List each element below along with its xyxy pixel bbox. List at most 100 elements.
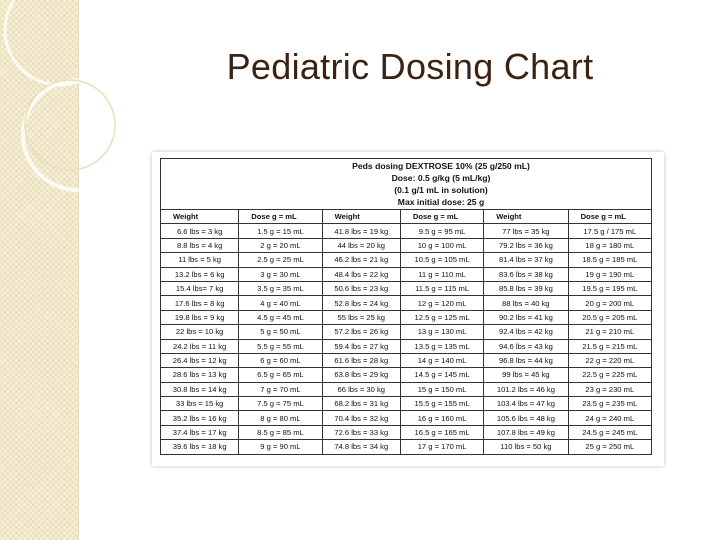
row: 17.6 lbs = 8 kg 4 g = 40 mL 52.8 lbs = 24 … — [159, 295, 653, 311]
cell: 96.8 lbs = 44 kg — [483, 352, 569, 369]
cell: 94.6 lbs = 43 kg — [483, 338, 569, 354]
cell: 44 lbs = 20 kg — [321, 237, 401, 254]
scanned-table: Peds dosing DEXTROSE 10% (25 g/250 mL) Do… — [152, 152, 664, 466]
row: 37.4 lbs = 17 kg 8.5 g = 85 mL 72.6 lbs = … — [159, 424, 653, 441]
cell: 35.2 lbs = 16 kg — [159, 410, 240, 426]
cell: 8.8 lbs = 4 kg — [159, 237, 240, 254]
row: 39.6 lbs = 18 kg 9 g = 90 mL 74.8 lbs = 34… — [159, 439, 653, 455]
cell: 16 g = 160 mL — [399, 410, 485, 426]
cell: 7.5 g = 75 mL — [238, 396, 323, 412]
cell: 23 g = 230 mL — [567, 381, 653, 398]
cell: 15 g = 150 mL — [399, 381, 485, 398]
cell: 19.5 g = 195 mL — [567, 280, 653, 297]
row: 30.8 lbs = 14 kg 7 g = 70 mL 66 lbs = 30 k… — [159, 381, 653, 398]
cell: 50.6 lbs = 23 kg — [321, 280, 401, 297]
cell: 26.4 lbs = 12 kg — [159, 352, 240, 369]
cell: 21.5 g = 215 mL — [567, 338, 653, 354]
cell: 25 g = 250 mL — [567, 439, 653, 455]
cell: 13 g = 130 mL — [399, 324, 485, 340]
row: 35.2 lbs = 16 kg 8 g = 80 mL 70.4 lbs = 32… — [159, 410, 653, 426]
cell: 24 g = 240 mL — [567, 410, 653, 426]
cell: 57.2 lbs = 26 kg — [321, 324, 401, 340]
cell: 55 lbs = 25 kg — [321, 309, 401, 326]
row: 6.6 lbs = 3 kg 1.5 g = 15 mL 41.8 lbs = 19… — [159, 223, 653, 239]
cell: 21 g = 210 mL — [567, 324, 653, 340]
caption-line: Dose: 0.5 g/kg (5 mL/kg) — [391, 173, 491, 183]
header-cell: Dose g = mL — [399, 208, 485, 225]
cell: 30.8 lbs = 14 kg — [159, 381, 240, 398]
row: 11 lbs = 5 kg 2.5 g = 25 mL 46.2 lbs = 21 … — [159, 252, 653, 268]
cell: 2.5 g = 25 mL — [238, 252, 323, 268]
cell: 4 g = 40 mL — [238, 295, 323, 311]
row: 24.2 lbs = 11 kg 5.5 g = 55 mL 59.4 lbs = … — [159, 338, 653, 354]
cell: 6 g = 60 mL — [238, 352, 323, 369]
cell: 11 lbs = 5 kg — [159, 252, 240, 268]
cell: 13.2 lbs = 6 kg — [159, 266, 240, 282]
cell: 20 g = 200 mL — [567, 295, 653, 311]
slide-title: Pediatric Dosing Chart — [226, 46, 594, 87]
cell: 46.2 lbs = 21 kg — [321, 252, 401, 268]
cell: 77 lbs = 35 kg — [483, 223, 569, 239]
header-cell: Dose g = mL — [238, 208, 323, 225]
cell: 12 g = 120 mL — [399, 295, 485, 311]
row: 26.4 lbs = 12 kg 6 g = 60 mL 61.6 lbs = 28… — [159, 352, 653, 369]
cell: 8 g = 80 mL — [238, 410, 323, 426]
caption-line: (0.1 g/1 mL in solution) — [394, 185, 488, 195]
cell: 20.5 g = 205 mL — [567, 309, 653, 326]
cell: 18 g = 180 mL — [567, 237, 653, 254]
cell: 72.6 lbs = 33 kg — [321, 424, 401, 441]
caption: Peds dosing DEXTROSE 10% (25 g/250 mL) Do… — [160, 158, 652, 210]
cell: 61.6 lbs = 28 kg — [321, 352, 401, 369]
cell: 23.5 g = 235 mL — [567, 396, 653, 412]
cell: 22 g = 220 mL — [567, 352, 653, 369]
header-cell: Dose g = mL — [567, 208, 653, 225]
cell: 17 g = 170 mL — [399, 439, 485, 455]
cell: 10 g = 100 mL — [399, 237, 485, 254]
header-cell: Weight — [483, 208, 569, 225]
cell: 88 lbs = 40 kg — [483, 295, 569, 311]
cell: 33 lbs = 15 kg — [159, 396, 240, 412]
caption-line: Max initial dose: 25 g — [397, 197, 485, 207]
cell: 4.5 g = 45 mL — [238, 309, 323, 326]
cell: 1.5 g = 15 mL — [238, 223, 323, 239]
cell: 70.4 lbs = 32 kg — [321, 410, 401, 426]
row: 8.8 lbs = 4 kg 2 g = 20 mL 44 lbs = 20 kg 1… — [159, 237, 653, 254]
cell: 19.8 lbs = 9 kg — [159, 309, 240, 326]
cell: 48.4 lbs = 22 kg — [321, 266, 401, 282]
cell: 24.2 lbs = 11 kg — [159, 338, 240, 354]
cell: 6.5 g = 65 mL — [238, 367, 323, 383]
cell: 17.5 g / 175 mL — [567, 223, 653, 239]
cell: 10.5 g = 105 mL — [399, 252, 485, 268]
cell: 83.6 lbs = 38 kg — [483, 266, 569, 282]
row: 22 lbs = 10 kg 5 g = 50 mL 57.2 lbs = 26 k… — [159, 324, 653, 340]
cell: 28.6 lbs = 13 kg — [159, 367, 240, 383]
cell: 79.2 lbs = 36 kg — [483, 237, 569, 254]
cell: 85.8 lbs = 39 kg — [483, 280, 569, 297]
cell: 107.8 lbs = 49 kg — [483, 424, 569, 441]
row: 33 lbs = 15 kg 7.5 g = 75 mL 68.2 lbs = 31… — [159, 396, 653, 412]
caption-line: Peds dosing DEXTROSE 10% (25 g/250 mL) — [352, 161, 530, 171]
dosing-table: Peds dosing DEXTROSE 10% (25 g/250 mL) Do… — [159, 158, 653, 455]
cell: 68.2 lbs = 31 kg — [321, 396, 401, 412]
cell: 63.8 lbs = 29 kg — [321, 367, 401, 383]
row: 13.2 lbs = 6 kg 3 g = 30 mL 48.4 lbs = 22 … — [159, 266, 653, 282]
cell: 101.2 lbs = 46 kg — [483, 381, 569, 398]
header-row: Weight Dose g = mL Weight Dose g = mL Weight… — [159, 208, 653, 225]
side-strip — [0, 0, 79, 540]
decoration — [3, 0, 135, 192]
row: 28.6 lbs = 13 kg 6.5 g = 65 mL 63.8 lbs = … — [159, 367, 653, 383]
cell: 9.5 g = 95 mL — [399, 223, 485, 239]
cell: 92.4 lbs = 42 kg — [483, 324, 569, 340]
cell: 7 g = 70 mL — [238, 381, 323, 398]
cell: 8.5 g = 85 mL — [238, 424, 323, 441]
cell: 103.4 lbs = 47 kg — [483, 396, 569, 412]
cell: 90.2 lbs = 41 kg — [483, 309, 569, 326]
cell: 18.5 g = 185 mL — [567, 252, 653, 268]
cell: 11.5 g = 115 mL — [399, 280, 485, 297]
cell: 15.4 lbs= 7 kg — [159, 280, 240, 297]
cell: 41.8 lbs = 19 kg — [321, 223, 401, 239]
row: 19.8 lbs = 9 kg 4.5 g = 45 mL 55 lbs = 25 … — [159, 309, 653, 326]
cell: 9 g = 90 mL — [238, 439, 323, 455]
cell: 14 g = 140 mL — [399, 352, 485, 369]
